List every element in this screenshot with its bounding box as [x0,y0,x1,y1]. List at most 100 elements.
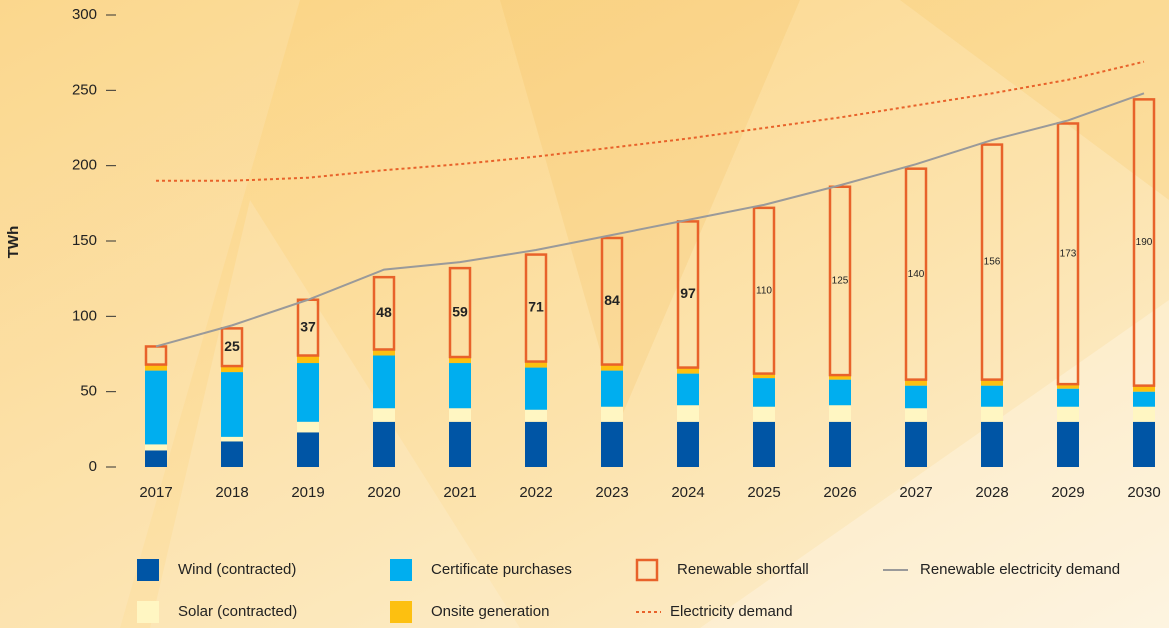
bar-segment [1057,388,1079,407]
y-tick-label: 150 [72,232,97,249]
bar-segment [981,421,1003,467]
bar-segment [905,379,927,386]
legend-label: Onsite generation [431,603,549,620]
shortfall-bar [1132,98,1156,387]
bar-segment [905,385,927,409]
data-label: 140 [908,269,925,280]
legend-label: Certificate purchases [431,561,572,578]
bar-segment [601,370,623,407]
bar-segment [601,364,623,371]
bar-segment [449,408,471,422]
bar-segment [677,367,699,374]
bar-segment [753,373,775,379]
data-label: 156 [984,257,1001,268]
legend-label: Solar (contracted) [178,603,297,620]
legend-swatch [137,559,159,581]
data-label: 190 [1136,237,1153,248]
x-tick-label: 2025 [747,484,780,501]
bg-shape [0,0,300,628]
y-axis-label: TWh [5,226,22,258]
shortfall-bar [220,327,244,368]
bg-shape [900,0,1169,200]
x-tick-label: 2027 [899,484,932,501]
x-tick-label: 2026 [823,484,856,501]
bar-segment [145,370,167,445]
shortfall-bar [904,167,928,381]
legend-label: Wind (contracted) [178,561,296,578]
legend-swatch [390,559,412,581]
bar-segment [829,379,851,406]
legend-label: Renewable electricity demand [920,561,1120,578]
bar-segment [297,355,319,364]
legend-swatch [635,558,659,582]
bar-segment [297,363,319,422]
shortfall-bar [524,253,548,363]
bar-segment [297,421,319,433]
x-tick-label: 2018 [215,484,248,501]
bar-segment [753,406,775,422]
bar-segment [449,363,471,409]
x-tick-label: 2020 [367,484,400,501]
shortfall-bar [752,206,776,375]
x-tick-label: 2023 [595,484,628,501]
bar-segment [145,444,167,451]
line-series [155,92,1145,348]
shortfall-bar [372,275,396,351]
bar-segment [677,421,699,467]
x-tick-label: 2021 [443,484,476,501]
bar-segment [449,421,471,467]
x-tick-label: 2017 [139,484,172,501]
x-tick-label: 2022 [519,484,552,501]
x-tick-label: 2029 [1051,484,1084,501]
bar-segment [1057,421,1079,467]
bar-segment [145,450,167,467]
y-tick-label: 200 [72,157,97,174]
bar-segment [1133,391,1155,407]
legend-swatch [137,601,159,623]
bar-segment [1133,421,1155,467]
bar-segment [449,357,471,364]
bar-segment [373,349,395,356]
bar-segment [525,421,547,467]
x-tick-label: 2019 [291,484,324,501]
bar-segment [981,379,1003,386]
bar-segment [829,405,851,422]
bar-segment [905,408,927,422]
legend-label: Electricity demand [670,603,793,620]
y-tick-label: 300 [72,6,97,23]
bar-segment [1057,406,1079,422]
y-tick-label: 100 [72,307,97,324]
bar-segment [1133,406,1155,422]
bar-segment [221,436,243,442]
bar-segment [221,366,243,373]
bar-segment [1133,385,1155,392]
bar-segment [1057,384,1079,389]
bar-segment [145,364,167,371]
data-label: 48 [376,304,392,320]
data-label: 71 [528,299,544,315]
bar-segment [525,361,547,368]
x-tick-label: 2028 [975,484,1008,501]
shortfall-bar [448,266,472,359]
y-tick-label: 250 [72,81,97,98]
line-series [156,60,1145,182]
bar-segment [525,367,547,410]
bar-segment [601,421,623,467]
data-label: 97 [680,285,696,301]
bar-segment [221,372,243,437]
shortfall-bar [1056,122,1080,386]
shortfall-bar [828,185,852,377]
shortfall-bar [600,236,624,366]
bar-segment [753,378,775,407]
bar-segment [981,406,1003,422]
bg-shape [500,0,800,420]
bar-segment [905,421,927,467]
x-tick-label: 2024 [671,484,704,501]
data-label: 25 [224,338,240,354]
bar-segment [373,355,395,409]
bar-segment [373,408,395,422]
y-tick-label: 50 [80,383,97,400]
bar-segment [677,373,699,406]
bar-segment [373,421,395,467]
